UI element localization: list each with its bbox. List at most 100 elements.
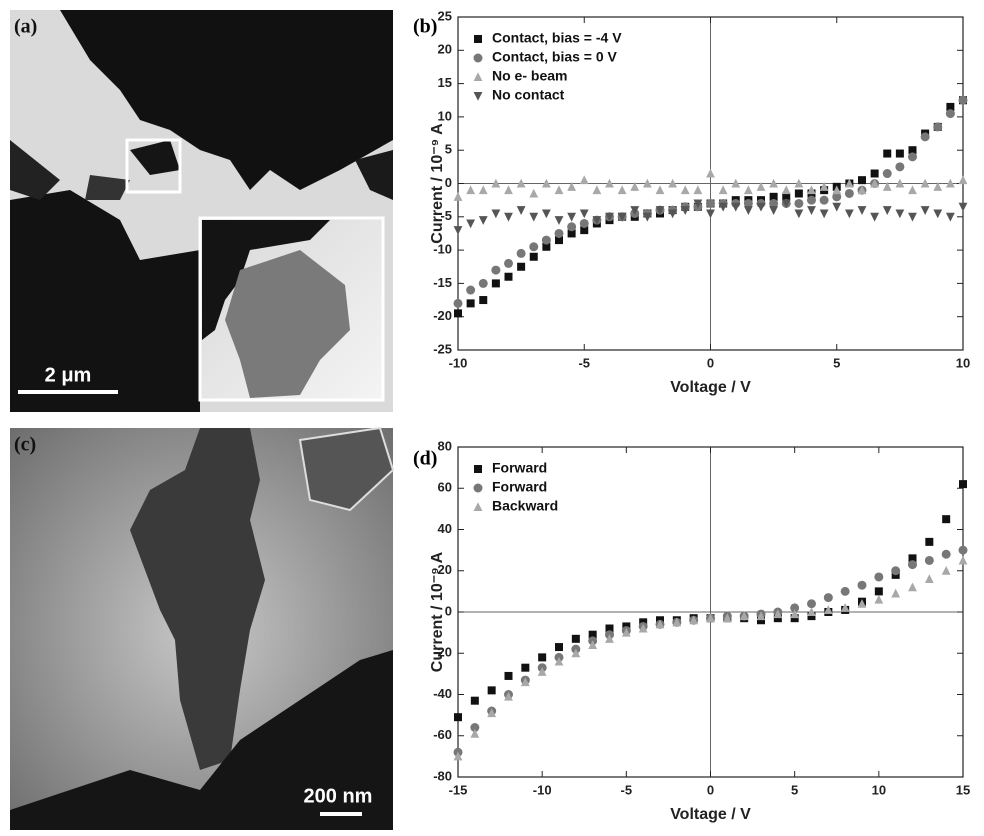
point	[689, 615, 699, 625]
point	[706, 168, 715, 178]
point	[807, 599, 816, 609]
y-axis-label: Current / 10⁻⁹ A	[429, 551, 446, 672]
point	[706, 613, 715, 623]
point	[504, 691, 513, 701]
point	[807, 185, 816, 195]
point	[858, 176, 866, 185]
point	[491, 265, 501, 275]
point	[891, 588, 901, 598]
point	[541, 209, 551, 219]
point	[769, 178, 779, 188]
x-tick-label: -5	[578, 355, 590, 370]
y-tick-label: -25	[433, 341, 452, 356]
point	[933, 209, 943, 219]
point	[832, 192, 842, 202]
legend-entry: Contact, bias = 0 V	[473, 49, 618, 65]
point	[895, 209, 905, 219]
point	[819, 182, 829, 191]
x-tick-label: 5	[833, 355, 840, 370]
x-tick-label: 10	[872, 782, 886, 797]
x-tick-label: -5	[621, 782, 633, 797]
point	[520, 677, 530, 687]
point	[870, 178, 880, 188]
legend-label: Forward	[492, 479, 547, 495]
legend-entry: Forward	[474, 460, 547, 476]
point	[537, 667, 547, 676]
point	[453, 226, 463, 235]
y-tick-label: -15	[433, 275, 452, 290]
legend-label: Contact, bias = -4 V	[492, 30, 622, 46]
point	[579, 218, 589, 228]
point	[504, 272, 513, 281]
point	[781, 199, 791, 209]
point	[857, 580, 867, 590]
point	[883, 149, 892, 158]
point	[807, 206, 816, 215]
point	[920, 206, 930, 215]
point	[823, 605, 833, 614]
panel-label: (c)	[14, 434, 36, 456]
point	[605, 634, 614, 643]
point	[807, 607, 816, 616]
x-tick-label: 0	[707, 782, 714, 797]
point	[617, 185, 627, 195]
point	[933, 182, 943, 191]
point	[521, 663, 530, 672]
point	[491, 279, 500, 288]
point	[958, 555, 968, 565]
legend-entry: No contact	[473, 87, 565, 103]
y-tick-label: 5	[445, 142, 452, 157]
point	[567, 212, 577, 222]
x-axis-label: Voltage / V	[670, 379, 751, 396]
point	[756, 202, 766, 212]
point	[453, 751, 463, 761]
point	[743, 198, 753, 208]
point	[630, 182, 640, 191]
panel-label: (a)	[14, 16, 37, 38]
point	[672, 617, 682, 627]
point	[453, 192, 463, 201]
point	[706, 198, 715, 208]
micrograph-c: 200 nm (c)	[10, 426, 395, 830]
point	[592, 185, 602, 195]
point	[844, 188, 854, 198]
point	[908, 185, 917, 195]
point	[567, 229, 576, 238]
point	[491, 178, 501, 188]
x-tick-label: 10	[956, 355, 970, 370]
legend-marker	[473, 92, 483, 101]
point	[807, 195, 816, 205]
point	[756, 611, 766, 621]
point	[844, 209, 854, 219]
point	[823, 593, 833, 603]
point	[739, 611, 749, 621]
y-axis-label: Current / 10⁻⁹ A	[429, 123, 446, 244]
point	[882, 169, 892, 179]
point	[642, 212, 652, 222]
point	[832, 185, 842, 195]
point	[541, 235, 551, 245]
point	[605, 624, 614, 633]
point	[832, 202, 842, 212]
point	[605, 178, 614, 188]
point	[529, 188, 539, 198]
legend-entry: Contact, bias = -4 V	[474, 30, 622, 46]
point	[945, 212, 955, 222]
scale-bar-label: 2 μm	[45, 364, 92, 386]
point	[946, 102, 955, 111]
point	[908, 146, 917, 155]
x-tick-label: 0	[707, 355, 714, 370]
point	[655, 185, 665, 195]
point	[959, 480, 967, 489]
point	[706, 209, 715, 219]
point	[529, 252, 538, 261]
point	[605, 212, 614, 222]
point	[478, 278, 488, 288]
point	[773, 609, 783, 619]
y-tick-label: -5	[440, 208, 452, 223]
point	[794, 198, 804, 208]
point	[819, 195, 829, 205]
point	[680, 206, 690, 215]
point	[924, 574, 934, 583]
y-tick-label: 80	[438, 438, 452, 453]
